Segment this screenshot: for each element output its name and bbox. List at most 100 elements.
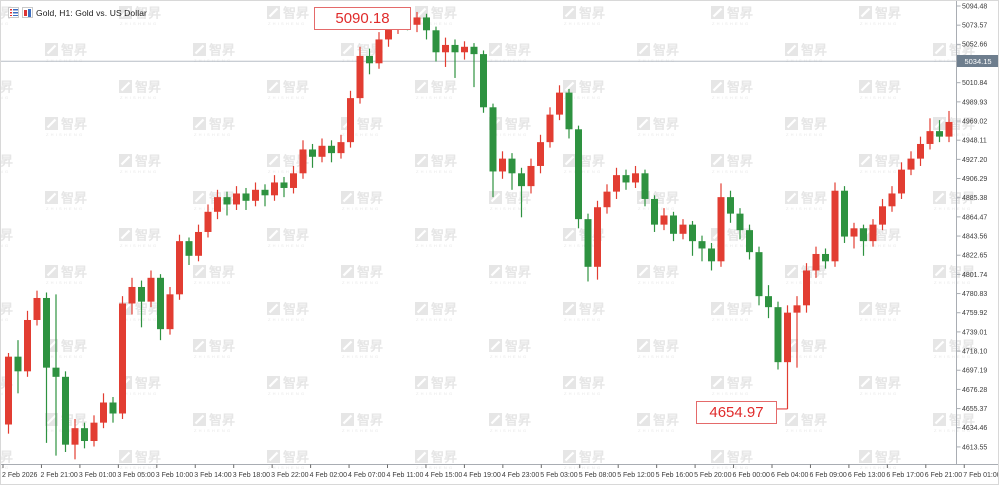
price-tick-label: 4697.19 bbox=[962, 368, 987, 375]
candle-body bbox=[746, 230, 753, 253]
candle-body bbox=[309, 149, 316, 157]
watermark-logo-slash-icon bbox=[712, 155, 723, 166]
candle bbox=[233, 186, 240, 210]
watermark-subtext: ZHISHENG bbox=[268, 465, 306, 470]
watermark-text: 智昇 bbox=[1, 228, 13, 243]
watermark-subtext: ZHISHENG bbox=[268, 391, 306, 396]
candle bbox=[43, 292, 50, 443]
watermark-text: 智昇 bbox=[135, 376, 161, 391]
watermark-logo-slash-icon bbox=[268, 155, 279, 166]
candle bbox=[24, 310, 31, 377]
watermark-subtext: ZHISHENG bbox=[342, 132, 380, 137]
watermark-text: 智昇 bbox=[209, 413, 235, 428]
watchlist-icon bbox=[8, 7, 19, 18]
watermark-text: 智昇 bbox=[431, 450, 457, 465]
price-level-tag: 5034.15 bbox=[957, 55, 998, 67]
candle bbox=[556, 85, 563, 121]
candle-body bbox=[290, 173, 297, 188]
candle-body bbox=[252, 189, 259, 201]
watermark-text: 智昇 bbox=[579, 6, 605, 21]
watermark-subtext: ZHISHENG bbox=[194, 132, 232, 137]
watermark-text: 智昇 bbox=[135, 228, 161, 243]
price-axis[interactable]: 5094.48 5073.57 5052.66 5010.84 4989.93 4969.… bbox=[956, 1, 988, 465]
price-tick-label: 4634.46 bbox=[962, 425, 987, 432]
watermark-subtext: ZHISHENG bbox=[416, 243, 454, 248]
watermark-logo-slash-icon bbox=[46, 266, 57, 277]
watermark-logo-slash-icon bbox=[268, 229, 279, 240]
candle bbox=[128, 277, 136, 315]
candle bbox=[945, 110, 953, 143]
price-tick-label: 4989.93 bbox=[962, 99, 987, 106]
watermark-text: 智昇 bbox=[801, 413, 827, 428]
watermark-subtext: ZHISHENG bbox=[712, 465, 750, 470]
high-price-annotation[interactable]: 5090.18 bbox=[314, 7, 411, 30]
watermark-logo-slash-icon bbox=[416, 155, 427, 166]
watermark-logo-slash-icon bbox=[268, 303, 279, 314]
watermark-logo-slash-icon bbox=[490, 44, 501, 55]
candle-body bbox=[195, 231, 202, 256]
candle bbox=[413, 11, 421, 33]
candle-body bbox=[62, 376, 69, 445]
watermark-text: 智昇 bbox=[61, 117, 87, 132]
watermark-logo-slash-icon bbox=[268, 7, 279, 18]
time-axis[interactable]: 2 Feb 2026 2 Feb 21:00 3 Feb 01:00 3 Feb 05… bbox=[1, 464, 999, 480]
candle bbox=[290, 165, 297, 194]
watermark-text: 智昇 bbox=[653, 265, 679, 280]
watermark-subtext: ZHISHENG bbox=[46, 58, 84, 63]
watermark-subtext: ZHISHENG bbox=[342, 206, 380, 211]
candle-body bbox=[679, 224, 687, 234]
candle-body bbox=[233, 193, 240, 205]
watermark-text: 智昇 bbox=[505, 339, 531, 354]
candle-body bbox=[641, 173, 649, 199]
watermark-subtext: ZHISHENG bbox=[120, 169, 158, 174]
watermark-logo-slash-icon bbox=[934, 192, 945, 203]
watermark-subtext: ZHISHENG bbox=[342, 354, 380, 359]
candle-body bbox=[119, 303, 126, 414]
watermark-text: 智昇 bbox=[135, 6, 161, 21]
candle bbox=[271, 175, 278, 201]
candle bbox=[679, 219, 687, 240]
price-tick-label: 4759.92 bbox=[962, 310, 987, 317]
watermark-logo-slash-icon bbox=[268, 377, 279, 388]
watermark-text: 智昇 bbox=[209, 339, 235, 354]
candle bbox=[62, 371, 69, 453]
watermark-text: 智昇 bbox=[875, 450, 901, 465]
candle bbox=[309, 143, 316, 168]
candle bbox=[613, 167, 620, 199]
candle bbox=[784, 305, 791, 409]
watermark-text: 智昇 bbox=[431, 376, 457, 391]
candle-body bbox=[176, 241, 183, 295]
candle-body bbox=[765, 296, 772, 308]
watermark-text: 智昇 bbox=[61, 265, 87, 280]
watermark-subtext: ZHISHENG bbox=[638, 354, 676, 359]
watermark-logo-slash-icon bbox=[342, 414, 353, 425]
candle-body bbox=[461, 46, 468, 53]
candle-body bbox=[366, 55, 373, 64]
watermark-logo-slash-icon bbox=[490, 192, 501, 203]
brand-watermark-layer: 智昇ZHISHENG智昇ZHISHENG智昇ZHISHENG智昇ZHISHENG… bbox=[1, 6, 975, 471]
price-tick-label: 5073.57 bbox=[962, 23, 987, 30]
watermark-logo-slash-icon bbox=[564, 229, 575, 240]
watermark-subtext: ZHISHENG bbox=[268, 21, 306, 26]
candle bbox=[879, 198, 886, 231]
watermark-text: 智昇 bbox=[727, 376, 753, 391]
time-tick-label: 2 Feb 21:00 bbox=[40, 472, 77, 479]
low-price-annotation[interactable]: 4654.97 bbox=[696, 401, 777, 424]
candle bbox=[603, 184, 611, 214]
watermark-text: 智昇 bbox=[949, 43, 975, 58]
candle bbox=[347, 90, 354, 148]
watermark-subtext: ZHISHENG bbox=[564, 317, 602, 322]
watermark-logo-slash-icon bbox=[416, 81, 427, 92]
price-tick-label: 4739.01 bbox=[962, 329, 987, 336]
watermark-text: 智昇 bbox=[357, 413, 383, 428]
